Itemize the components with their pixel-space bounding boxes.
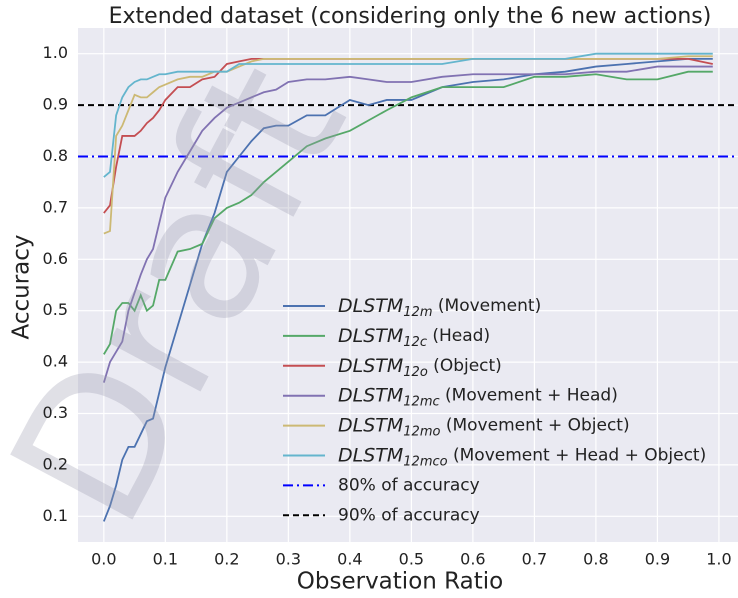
legend-label: 90% of accuracy [338,505,480,525]
y-tick-label: 0.5 [43,300,68,319]
plot-area [78,28,738,542]
x-axis-label: Observation Ratio [297,569,503,595]
legend-label: 80% of accuracy [338,475,480,495]
y-tick-label: 0.4 [43,352,68,371]
series-line [103,52,713,178]
legend-label: DLSTM12mo (Movement + Object) [338,414,630,439]
y-tick-label: 0.9 [43,95,68,114]
y-tick-label: 0.8 [43,146,68,165]
x-tick-label: 0.7 [522,550,547,569]
x-tick-label: 0.2 [214,550,239,569]
chart-title: Extended dataset (considering only the 6… [109,4,712,29]
legend-label: DLSTM12c (Head) [338,324,490,349]
x-tick-label: 0.6 [460,550,485,569]
x-tick-label: 0.8 [583,550,608,569]
y-axis-label: Accuracy [9,234,35,339]
series-line [102,65,713,383]
x-tick-label: 1.0 [706,550,731,569]
y-tick-label: 0.6 [43,249,68,268]
x-tick-label: 0.3 [276,550,301,569]
x-tick-label: 0.5 [399,550,424,569]
legend-label: DLSTM12o (Object) [338,354,502,379]
y-tick-label: 0.2 [43,454,68,473]
y-tick-label: 0.7 [43,197,68,216]
x-tick-label: 0.4 [337,550,362,569]
series-line [103,70,713,355]
legend-label: DLSTM12mc (Movement + Head) [338,384,618,409]
x-tick-label: 0.0 [91,550,116,569]
y-tick-label: 1.0 [43,43,68,62]
y-tick-label: 0.3 [43,403,68,422]
y-tick-label: 0.1 [43,506,68,525]
x-tick-label: 0.1 [153,550,178,569]
legend-label: DLSTM12mco (Movement + Head + Object) [338,444,706,469]
x-tick-label: 0.9 [645,550,670,569]
legend-label: DLSTM12m (Movement) [338,295,541,320]
